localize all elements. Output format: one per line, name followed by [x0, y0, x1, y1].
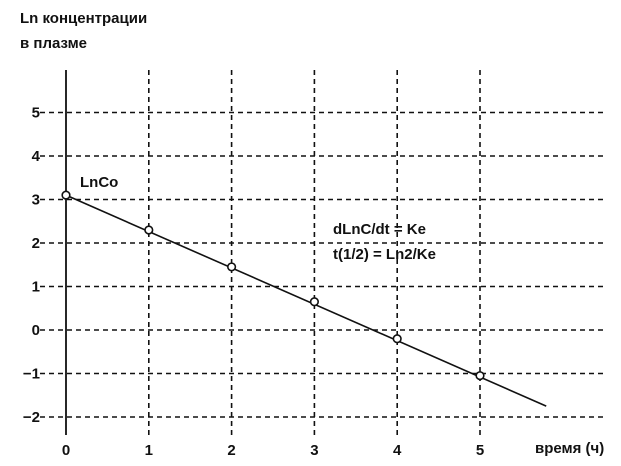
series-line	[65, 194, 547, 407]
x-tick-label: 3	[310, 442, 318, 459]
x-tick-label: 0	[62, 442, 70, 459]
x-tick-label: 5	[476, 442, 484, 459]
x-tick-label: 2	[227, 442, 235, 459]
data-point	[309, 297, 320, 307]
grid	[40, 70, 605, 435]
formula-rate: dLnC/dt = Ke	[333, 221, 426, 238]
x-tick-label: 1	[145, 442, 153, 459]
y-tick-label: 3	[32, 192, 40, 209]
data-point	[392, 334, 402, 344]
series-layer	[61, 190, 547, 407]
data-point	[475, 371, 485, 381]
data-point	[227, 262, 237, 272]
x-tick-labels: 0 1 2 3 4 5	[62, 442, 484, 459]
y-axis-label-line-1: Ln концентрации	[20, 10, 147, 27]
y-tick-label: −2	[23, 409, 40, 426]
y-tick-labels: 5 4 3 2 1 0 −1 −2	[23, 105, 41, 427]
y-tick-label: −1	[23, 366, 40, 383]
y-tick-label: 4	[32, 148, 41, 165]
y-tick-label: 5	[32, 105, 40, 122]
data-point	[61, 190, 71, 200]
x-axis-label: время (ч)	[535, 440, 604, 457]
y-tick-label: 1	[32, 279, 40, 296]
start-value-label: LnCo	[80, 174, 118, 191]
data-point	[144, 225, 154, 235]
y-tick-label: 0	[32, 322, 40, 339]
y-tick-label: 2	[32, 235, 40, 252]
x-tick-label: 4	[393, 442, 402, 459]
formula-half-life: t(1/2) = Ln2/Ke	[333, 246, 436, 263]
y-axis-label-line-2: в плазме	[20, 35, 87, 52]
